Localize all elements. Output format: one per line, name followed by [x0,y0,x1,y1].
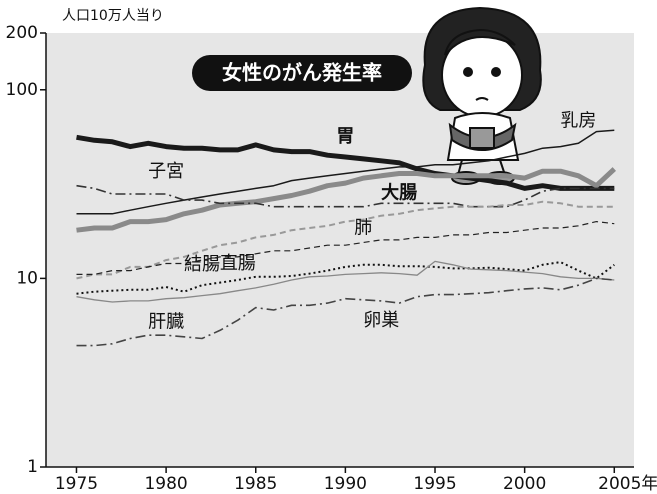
series-label: 胃 [336,126,354,147]
series-label: 直腸 [220,253,256,274]
series-label: 大腸 [381,181,417,203]
y-tick-label: 1 [27,457,38,477]
x-tick-label: 2005年 [598,474,657,494]
chart: 人口10万人当り 女性のがん発生率 1 10 100 200 1975 1980 1985 1… [0,0,657,494]
x-tick-label: 1975 [55,474,98,494]
series-label: 乳房 [560,110,596,131]
y-axis-label: 人口10万人当り [62,8,164,24]
plot-area [46,33,634,467]
x-tick-label: 1985 [234,474,277,494]
chart-title: 女性のがん発生率 [222,61,382,85]
series-label: 肝臓 [148,312,184,333]
x-tick-label: 2000 [503,474,546,494]
series-label: 卵巣 [363,310,399,331]
series-label: 肺 [354,217,372,238]
y-tick-label: 10 [16,268,38,288]
x-tick-label: 1980 [144,474,187,494]
series-label: 結腸 [184,254,220,275]
x-tick-label: 1995 [413,474,456,494]
series-label: 子宮 [148,161,184,182]
x-tick-label: 1990 [324,474,367,494]
y-tick-label: 100 [6,80,38,100]
y-tick-label: 200 [6,23,38,43]
